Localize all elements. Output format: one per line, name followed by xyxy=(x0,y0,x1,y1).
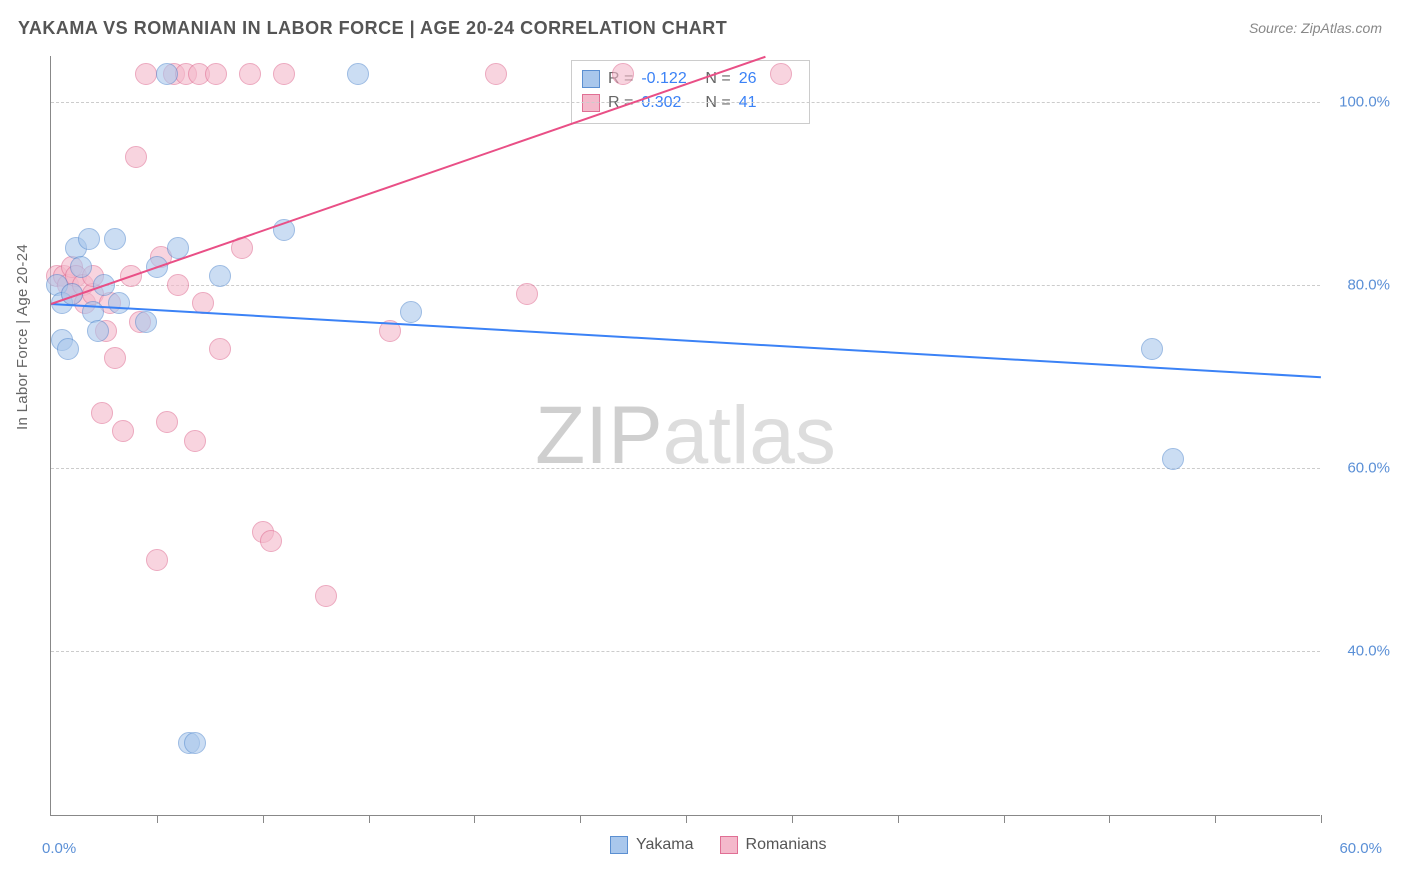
data-point xyxy=(315,585,337,607)
x-tick xyxy=(369,815,370,823)
x-tick xyxy=(580,815,581,823)
data-point xyxy=(167,274,189,296)
trend-line xyxy=(51,303,1321,378)
y-tick-label: 80.0% xyxy=(1330,276,1390,293)
data-point xyxy=(108,292,130,314)
gridline xyxy=(51,285,1320,286)
series-legend: Yakama Romanians xyxy=(610,836,826,854)
x-tick xyxy=(263,815,264,823)
legend-label: Yakama xyxy=(636,836,694,854)
watermark-light: atlas xyxy=(663,390,836,481)
data-point xyxy=(1141,338,1163,360)
stat-n-value: 41 xyxy=(739,91,795,115)
data-point xyxy=(1162,448,1184,470)
data-point xyxy=(135,63,157,85)
data-point xyxy=(400,301,422,323)
data-point xyxy=(239,63,261,85)
data-point xyxy=(57,338,79,360)
y-axis-title: In Labor Force | Age 20-24 xyxy=(14,244,31,430)
data-point xyxy=(612,63,634,85)
data-point xyxy=(70,256,92,278)
data-point xyxy=(156,63,178,85)
gridline xyxy=(51,651,1320,652)
watermark-bold: ZIP xyxy=(535,390,663,481)
x-tick xyxy=(1321,815,1322,823)
legend-swatch xyxy=(582,94,600,112)
data-point xyxy=(156,411,178,433)
data-point xyxy=(209,265,231,287)
legend-swatch xyxy=(582,70,600,88)
x-axis-max-label: 60.0% xyxy=(1339,840,1382,857)
stats-row: R =0.302N =41 xyxy=(582,91,795,115)
data-point xyxy=(78,228,100,250)
gridline xyxy=(51,102,1320,103)
y-tick-label: 60.0% xyxy=(1330,460,1390,477)
legend-label: Romanians xyxy=(746,836,827,854)
legend-item: Yakama xyxy=(610,836,694,854)
data-point xyxy=(209,338,231,360)
chart-plot-area: ZIPatlas R =-0.122N =26R =0.302N =41 40.… xyxy=(50,56,1320,816)
data-point xyxy=(205,63,227,85)
legend-swatch xyxy=(610,836,628,854)
data-point xyxy=(112,420,134,442)
data-point xyxy=(104,347,126,369)
x-tick xyxy=(898,815,899,823)
data-point xyxy=(146,549,168,571)
gridline xyxy=(51,468,1320,469)
data-point xyxy=(135,311,157,333)
legend-swatch xyxy=(720,836,738,854)
data-point xyxy=(184,732,206,754)
data-point xyxy=(516,283,538,305)
x-axis-origin-label: 0.0% xyxy=(42,840,76,857)
data-point xyxy=(347,63,369,85)
source-label: Source: ZipAtlas.com xyxy=(1249,20,1382,36)
trend-line xyxy=(51,56,766,305)
data-point xyxy=(104,228,126,250)
y-tick-label: 100.0% xyxy=(1330,93,1390,110)
data-point xyxy=(184,430,206,452)
data-point xyxy=(485,63,507,85)
x-tick xyxy=(792,815,793,823)
x-tick xyxy=(1109,815,1110,823)
x-tick xyxy=(1215,815,1216,823)
data-point xyxy=(91,402,113,424)
x-tick xyxy=(474,815,475,823)
stat-r-value: -0.122 xyxy=(641,67,697,91)
data-point xyxy=(125,146,147,168)
x-tick xyxy=(1004,815,1005,823)
y-tick-label: 40.0% xyxy=(1330,643,1390,660)
x-tick xyxy=(686,815,687,823)
data-point xyxy=(273,63,295,85)
data-point xyxy=(87,320,109,342)
data-point xyxy=(260,530,282,552)
x-tick xyxy=(157,815,158,823)
legend-item: Romanians xyxy=(720,836,827,854)
chart-title: YAKAMA VS ROMANIAN IN LABOR FORCE | AGE … xyxy=(18,18,727,39)
data-point xyxy=(770,63,792,85)
stat-n-label: N = xyxy=(705,91,730,115)
